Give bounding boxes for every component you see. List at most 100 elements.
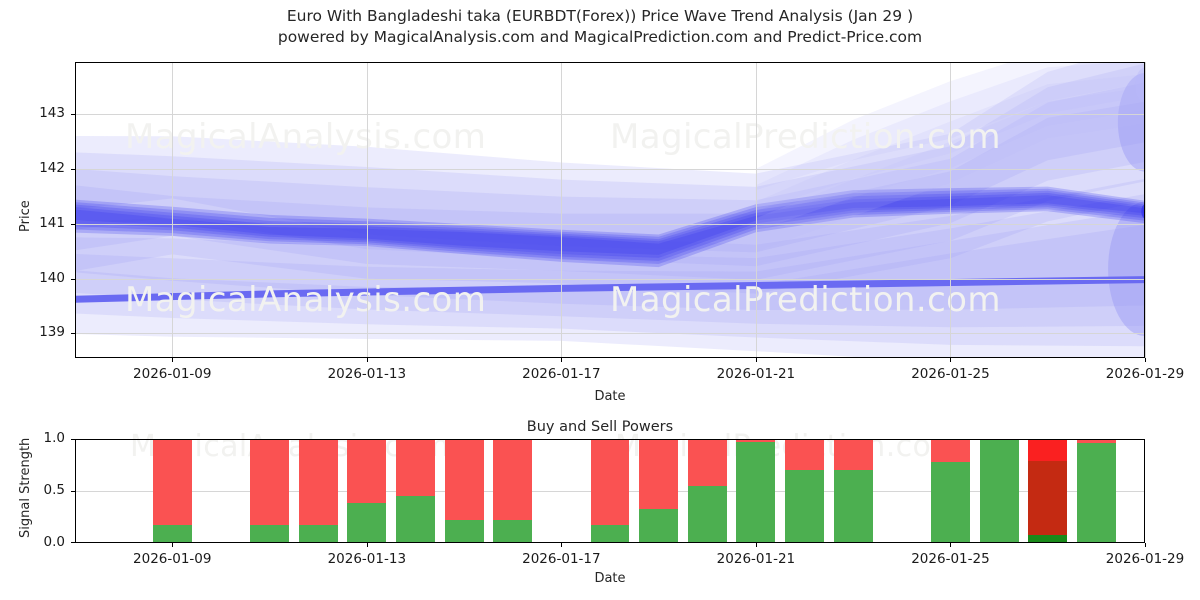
y-tick-label: 141 (39, 214, 65, 231)
bar-segment-sell[interactable] (687, 439, 727, 486)
bar-group[interactable] (590, 439, 630, 543)
x-tickmark (755, 358, 757, 362)
y-tick-label: 0.0 (43, 534, 65, 550)
x-tick-label: 2026-01-21 (716, 551, 796, 567)
wave-band-layer (75, 101, 1145, 294)
gridline-vertical (950, 62, 952, 358)
wave-band-layer (75, 188, 1145, 258)
bar-group[interactable] (347, 439, 387, 543)
bar-segment-buy[interactable] (347, 503, 387, 543)
buy-sell-chart: MagicalAnalysis.com MagicalPrediction.co… (71, 429, 1146, 547)
x-tickmark (172, 543, 174, 547)
bar-segment-sell[interactable] (590, 439, 630, 526)
bar-group[interactable] (396, 439, 435, 543)
bar-group[interactable] (444, 439, 484, 543)
x-tickmark (172, 358, 174, 362)
bar-segment-sell[interactable] (347, 439, 387, 504)
bar-segment-buy[interactable] (931, 461, 970, 543)
wave-band-layer (75, 63, 1145, 267)
bar-segment-sell[interactable] (444, 439, 484, 521)
x-tickmark (1145, 543, 1146, 547)
bar-segment-sell[interactable] (493, 439, 533, 521)
bar-segment-sell[interactable] (833, 439, 873, 471)
x-tick-label: 2026-01-13 (327, 366, 407, 382)
x-tick-label: 2026-01-13 (327, 551, 407, 567)
bar-group[interactable] (785, 439, 824, 543)
y-tickmark (71, 168, 75, 170)
price-wave-axis-frame (75, 62, 1145, 358)
bar-group[interactable] (250, 439, 289, 543)
gridline-horizontal (75, 333, 1145, 335)
watermark-prediction-1: MagicalPrediction.com (610, 117, 1001, 157)
y-tickmark (71, 278, 75, 280)
bar-segment-buy[interactable] (298, 525, 338, 543)
bar-segment-sell[interactable] (785, 439, 824, 471)
x-tick-label: 2026-01-09 (133, 366, 212, 382)
y-tick-label: 143 (39, 105, 65, 122)
y-tick-label: 0.5 (43, 482, 65, 498)
x-tickmark (950, 543, 952, 547)
buy-sell-bars (75, 439, 1145, 543)
wave-band-layer (75, 209, 1145, 347)
bar-segment-buy[interactable] (1076, 443, 1116, 543)
bar-segment-buy[interactable] (833, 470, 873, 543)
bar-segment-sell[interactable] (152, 439, 192, 526)
gridline-vertical (366, 62, 368, 358)
wave-band-layer (755, 62, 1145, 211)
y-tickmark (71, 114, 75, 116)
price-x-axis-label: Date (594, 389, 626, 404)
bar-group[interactable] (736, 439, 776, 543)
bar-segment-sell[interactable] (736, 439, 776, 443)
x-tick-label: 2026-01-09 (133, 551, 212, 567)
bar-segment-buy[interactable] (785, 470, 824, 543)
chart-title-block: Euro With Bangladeshi taka (EURBDT(Forex… (0, 6, 1200, 48)
x-tick-label: 2026-01-29 (1105, 551, 1185, 567)
gridline-horizontal (75, 223, 1145, 225)
bar-segment-buy[interactable] (396, 496, 435, 543)
y-tick-label: 1.0 (43, 430, 65, 446)
x-tickmark (366, 358, 368, 362)
bar-segment-buy[interactable] (639, 508, 679, 543)
bar-segment-buy[interactable] (979, 439, 1019, 543)
x-tickmark (366, 543, 368, 547)
bar-segment-sell[interactable] (396, 439, 435, 497)
bar-segment-buy[interactable] (444, 520, 484, 543)
bar-group[interactable] (152, 439, 192, 543)
x-tickmark (561, 543, 563, 547)
bar-segment-buy[interactable] (590, 525, 630, 543)
bar-segment-buy[interactable] (493, 520, 533, 543)
bar-segment-buy[interactable] (250, 525, 289, 543)
bar-segment-sell[interactable] (250, 439, 289, 526)
bar-segment-buy[interactable] (736, 442, 776, 543)
bar-group[interactable] (1076, 439, 1116, 543)
signal-strength-axis-label: Signal Strength (18, 437, 33, 538)
bar-segment-sell[interactable] (298, 439, 338, 526)
bar-segment-sell[interactable] (1076, 439, 1116, 444)
wave-band-layer (75, 62, 1145, 253)
bar-group[interactable] (931, 439, 970, 543)
bar-group[interactable] (639, 439, 679, 543)
bar-group[interactable] (979, 439, 1019, 543)
wave-band-outer-upper-band (75, 62, 1145, 294)
bar-segment-buy[interactable] (152, 525, 192, 543)
bar-segment-buy[interactable] (687, 485, 727, 543)
wave-band-cap (1117, 72, 1145, 172)
bar-segment-sell[interactable] (931, 439, 970, 462)
y-tick-label: 142 (39, 159, 65, 176)
bar-group[interactable] (1028, 439, 1068, 543)
y-tickmark (71, 333, 75, 335)
gridline-horizontal (75, 114, 1145, 116)
bar-group[interactable] (687, 439, 727, 543)
bar-group[interactable] (833, 439, 873, 543)
wave-band-cap (1108, 201, 1145, 337)
gridline-vertical (755, 62, 757, 358)
x-tick-label: 2026-01-25 (911, 551, 990, 567)
bar-group[interactable] (298, 439, 338, 543)
page-title: Euro With Bangladeshi taka (EURBDT(Forex… (286, 7, 914, 25)
bar-segment-buy[interactable] (1028, 534, 1068, 543)
wave-band-layer (75, 178, 1145, 310)
bar-group[interactable] (493, 439, 533, 543)
y-tick-label: 140 (39, 269, 65, 286)
x-tickmark (561, 358, 563, 362)
bar-segment-sell[interactable] (639, 439, 679, 509)
